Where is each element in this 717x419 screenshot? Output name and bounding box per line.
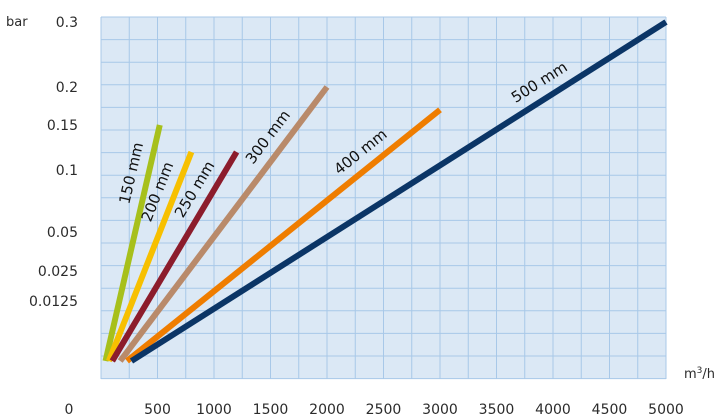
series-line bbox=[102, 124, 163, 362]
x-tick-label: 3000 bbox=[422, 402, 458, 418]
y-tick-label: 0.3 bbox=[56, 15, 78, 31]
y-tick-label: 0.15 bbox=[47, 118, 78, 134]
y-tick-label: 0.0125 bbox=[29, 294, 78, 310]
y-axis-label: bar bbox=[6, 15, 28, 30]
x-tick-label: 2500 bbox=[366, 402, 402, 418]
x-tick-label: 0 bbox=[65, 402, 74, 418]
series-line bbox=[109, 150, 240, 363]
x-tick-label: 3500 bbox=[479, 402, 515, 418]
x-axis-label: m3/h bbox=[684, 366, 715, 382]
x-tick-label: 2000 bbox=[309, 402, 345, 418]
y-tick-label: 0.2 bbox=[56, 80, 78, 96]
x-tick-label: 4500 bbox=[592, 402, 628, 418]
y-tick-label: 0.025 bbox=[38, 264, 78, 280]
y-tick-label: 0.1 bbox=[56, 163, 78, 179]
series-line bbox=[117, 85, 330, 363]
series-line bbox=[125, 107, 442, 364]
x-tick-label: 5000 bbox=[648, 402, 684, 418]
x-tick-label: 4000 bbox=[535, 402, 571, 418]
x-axis-ticks: 0 500 1000 1500 2000 2500 3000 3500 4000 4500 5000 bbox=[65, 402, 684, 418]
x-tick-label: 1500 bbox=[253, 402, 289, 418]
series-lines bbox=[102, 19, 668, 364]
y-tick-label: 0.05 bbox=[47, 225, 78, 241]
grid bbox=[100, 16, 667, 380]
series-line bbox=[106, 150, 195, 363]
x-tick-label: 1000 bbox=[196, 402, 232, 418]
x-tick-label: 500 bbox=[144, 402, 171, 418]
y-axis-ticks: 0.3 0.2 0.15 0.1 0.05 0.025 0.0125 bbox=[29, 15, 78, 310]
series-line bbox=[129, 19, 668, 364]
